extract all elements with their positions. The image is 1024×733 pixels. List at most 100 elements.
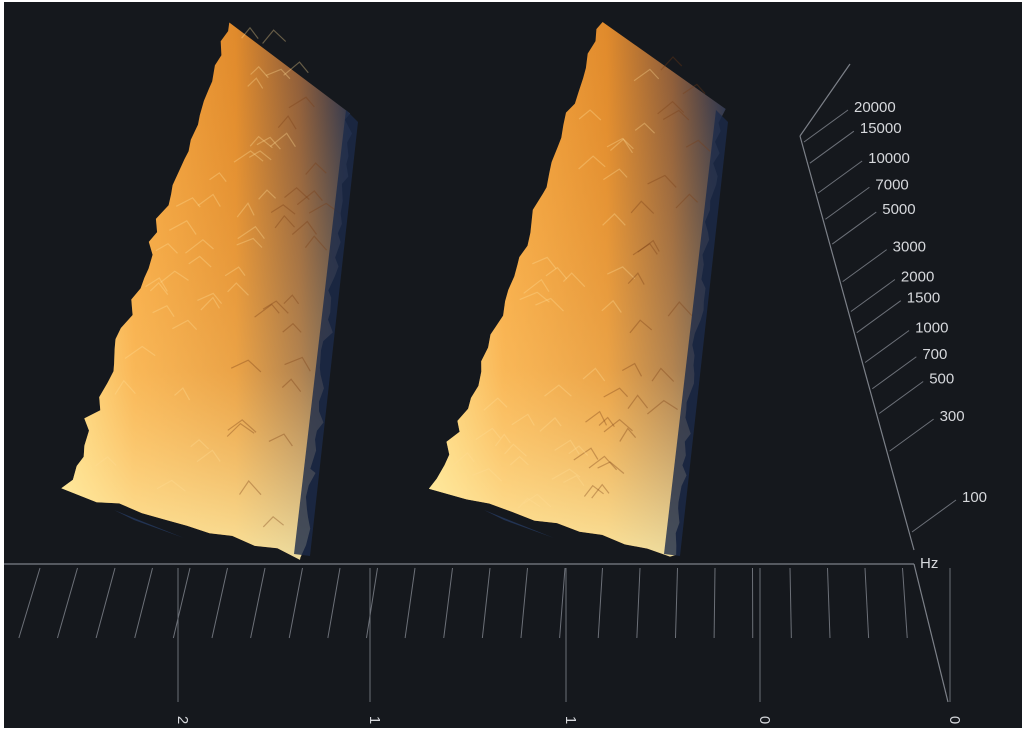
surface-ridge: [475, 427, 501, 441]
surface-ridge: [622, 362, 643, 377]
frequency-tick-label: 1000: [915, 320, 948, 337]
surface-ridge: [662, 109, 690, 121]
time-tick-label: 0: [756, 716, 773, 724]
time-gridline: [443, 567, 453, 639]
surface-ridge: [227, 282, 249, 296]
time-gridline: [288, 567, 303, 639]
time-tick-label: 2: [174, 716, 191, 724]
time-axis-right-edge: [913, 563, 949, 703]
surface-ridge: [270, 204, 296, 215]
spectrogram-panel: 20000 15000 10000 7000 5000 3000 2000 1500 1000 7…: [4, 2, 1022, 728]
surface-ridge: [265, 68, 291, 80]
frequency-tick-label: 5000: [882, 201, 915, 218]
surface-ridge: [591, 483, 610, 499]
frequency-axis-line: [799, 135, 915, 551]
frequency-tick-label: 15000: [860, 120, 902, 137]
surface-ridge: [160, 270, 189, 283]
surface-ridge: [637, 239, 660, 253]
surface-ridge: [291, 220, 317, 235]
frequency-tick-label: 1500: [907, 290, 940, 307]
surface-ridge: [269, 132, 296, 148]
surface-ridge: [651, 367, 675, 382]
spectrogram-surface: [61, 22, 358, 560]
surface-ridge: [629, 319, 653, 334]
surface-ridge: [452, 452, 475, 467]
frequency-tick-label: 100: [962, 489, 987, 506]
time-gridline: [250, 567, 266, 639]
surface-ridge: [284, 187, 310, 200]
surface-ridge: [236, 202, 255, 218]
surface-ridge: [200, 296, 220, 311]
frequency-tick-mark: [817, 160, 863, 194]
surface-ridge: [262, 515, 284, 528]
surface-ridge: [603, 387, 629, 398]
surface-ridge: [627, 394, 649, 409]
surface-ridge: [224, 266, 246, 277]
surface-ridge: [523, 278, 550, 294]
frequency-tick-label: 20000: [854, 99, 896, 116]
surface-ridge: [169, 220, 197, 235]
surface-ridge: [145, 277, 168, 292]
surface-ridge: [274, 214, 295, 229]
time-gridline: [674, 567, 678, 639]
surface-ridge: [226, 422, 255, 437]
frequency-tick-label: 700: [922, 346, 947, 363]
surface-ridge: [174, 387, 191, 401]
surface-ridge: [632, 242, 658, 256]
time-gridline: [789, 567, 792, 639]
frequency-tick-mark: [803, 109, 849, 143]
surface-ridge: [95, 456, 117, 467]
surface-ridge: [511, 413, 535, 426]
spectrogram-3d-plot: 2000015000100007000500030002000150010007…: [4, 22, 987, 724]
surface-ridge: [268, 433, 293, 447]
spectrogram-surface: [428, 22, 728, 557]
surface-ridge: [230, 359, 262, 373]
frequency-tick-mark: [889, 418, 934, 452]
surface-ridge: [250, 65, 269, 79]
frequency-unit-label: Hz: [920, 555, 938, 572]
frequency-tick-mark: [809, 130, 855, 164]
surface-ridge: [578, 155, 606, 170]
surface-ridge: [277, 115, 297, 130]
time-axis-gridlines: [18, 567, 951, 702]
surface-ridge: [539, 417, 562, 432]
surface-ridge: [114, 379, 136, 395]
frequency-tick-mark: [872, 356, 917, 390]
time-gridline: [713, 567, 716, 639]
surface-ridge: [239, 480, 262, 496]
time-axis-labels: 2 1 1 0 0: [174, 716, 963, 724]
time-gridline: [597, 567, 603, 639]
frequency-tick-label: 10000: [868, 150, 910, 167]
surface-ridge: [185, 239, 214, 254]
time-gridline: [365, 567, 378, 639]
frequency-tick-label: 7000: [875, 176, 908, 193]
surface-ridge: [582, 367, 606, 382]
time-gridline: [864, 567, 870, 639]
surface-ridge: [296, 190, 323, 206]
surface-ridge: [544, 384, 572, 397]
time-gridline: [827, 567, 831, 639]
surface-ridge: [563, 474, 585, 487]
surface-ridge: [124, 345, 156, 359]
surface-ridge: [188, 255, 212, 268]
surface-ridge: [634, 122, 656, 134]
surface-ridge: [606, 137, 634, 150]
surface-ridge: [551, 468, 581, 480]
frequency-tick-label: 3000: [893, 239, 926, 256]
time-gridline: [134, 567, 153, 639]
surface-ridge: [284, 356, 311, 372]
surface-ridge: [483, 397, 508, 411]
time-gridline: [404, 567, 416, 639]
surface-ridge: [236, 237, 263, 248]
surface-ridge: [573, 447, 599, 461]
surface-ridge: [254, 303, 280, 318]
surface-ridge: [258, 189, 277, 200]
time-tick-label: 1: [562, 716, 579, 724]
surface-ridge: [588, 455, 618, 471]
frequency-tick-mark: [842, 249, 887, 283]
surface-ridge: [152, 305, 175, 318]
surface-ridge: [602, 213, 626, 226]
surface-ridge: [585, 410, 608, 426]
surface-ridge: [504, 443, 527, 457]
time-gridline: [18, 567, 41, 639]
